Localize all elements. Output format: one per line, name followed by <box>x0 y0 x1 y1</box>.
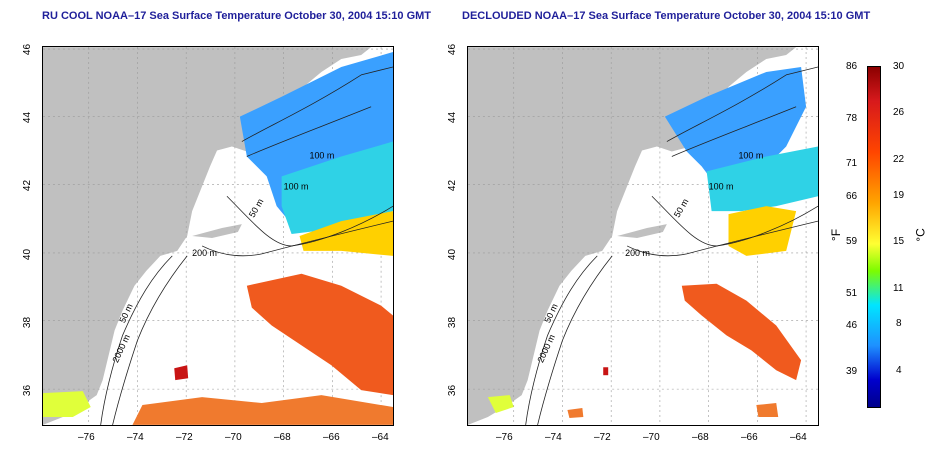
colorbar-c-tick: 22 <box>893 154 905 165</box>
colorbar-f-tick: 51 <box>846 288 858 299</box>
colorbar-f-tick: 86 <box>846 61 858 72</box>
right-sst-map: 100 m 100 m 50 m 200 m 50 m 2000 m <box>467 46 819 426</box>
colorbar-c-tick: 15 <box>893 236 905 247</box>
colorbar-celsius-label: °C <box>913 228 928 242</box>
colorbar-c-tick: 19 <box>893 190 905 201</box>
colorbar-fahrenheit-label: °F <box>829 228 844 242</box>
left-sst-map: 100 m 100 m 50 m 200 m 50 m 2000 m <box>42 46 394 426</box>
sst-gulf-stream <box>681 283 802 381</box>
x-tick: –76 <box>78 432 95 443</box>
y-tick: 44 <box>447 111 459 124</box>
sst-warm-patch <box>174 365 189 381</box>
contour-label: 100 m <box>709 181 734 191</box>
colorbar-f-tick: 66 <box>846 191 858 202</box>
y-tick: 46 <box>22 43 34 56</box>
y-tick: 40 <box>22 248 34 261</box>
colorbar-f-tick: 59 <box>846 236 858 247</box>
contour-label: 50 m <box>247 197 266 219</box>
contour-label: 2000 m <box>535 333 557 364</box>
sst-warm-slope <box>299 211 393 256</box>
x-tick: –66 <box>323 432 340 443</box>
bathymetry-contours <box>525 66 818 425</box>
contour-label: 100 m <box>738 150 763 160</box>
sst-yellow-coastal <box>487 395 514 413</box>
x-tick: –74 <box>545 432 562 443</box>
colorbar-c-tick: 30 <box>893 61 905 72</box>
contour-label: 100 m <box>309 150 334 160</box>
x-tick: –72 <box>594 432 611 443</box>
contour-label: 200 m <box>625 248 650 258</box>
x-tick: –74 <box>127 432 144 443</box>
colorbar-c-tick: 11 <box>893 283 904 294</box>
x-tick: –72 <box>176 432 193 443</box>
land-mass <box>468 47 797 425</box>
y-tick: 42 <box>22 179 34 192</box>
contour-label: 50 m <box>672 197 691 219</box>
left-map-svg: 100 m 100 m 50 m 200 m 50 m 2000 m <box>43 47 393 425</box>
x-tick: –70 <box>643 432 660 443</box>
y-tick: 44 <box>22 111 34 124</box>
x-tick: –68 <box>274 432 291 443</box>
right-map-title: DECLOUDED NOAA–17 Sea Surface Temperatur… <box>462 10 871 22</box>
sst-cool-shelf <box>281 141 393 235</box>
y-tick: 38 <box>447 316 459 329</box>
y-tick: 46 <box>447 43 459 56</box>
island <box>617 224 667 238</box>
left-map-title: RU COOL NOAA–17 Sea Surface Temperature … <box>42 10 432 22</box>
x-tick: –64 <box>790 432 807 443</box>
y-tick: 40 <box>447 248 459 261</box>
colorbar-c-tick: 4 <box>896 365 902 376</box>
colorbar-c-tick: 8 <box>896 318 902 329</box>
x-tick: –64 <box>372 432 389 443</box>
x-tick: –70 <box>225 432 242 443</box>
contour-label: 100 m <box>284 181 309 191</box>
sst-cool-shelf <box>706 146 818 212</box>
y-tick: 38 <box>22 316 34 329</box>
right-map-svg: 100 m 100 m 50 m 200 m 50 m 2000 m <box>468 47 818 425</box>
sst-gulf-stream <box>246 273 393 396</box>
sst-warm-patch <box>603 367 609 376</box>
contour-label: 2000 m <box>110 333 132 364</box>
sst-yellow-coastal <box>43 391 91 417</box>
y-tick: 36 <box>22 384 34 397</box>
colorbar-f-tick: 46 <box>846 320 858 331</box>
x-tick: –66 <box>741 432 758 443</box>
colorbar-f-tick: 71 <box>846 158 858 169</box>
y-tick: 36 <box>447 384 459 397</box>
bathymetry-contours <box>100 66 393 425</box>
grid-lines <box>468 47 818 425</box>
sst-gulf-stream-south <box>132 395 393 425</box>
colorbar-f-tick: 78 <box>846 113 858 124</box>
sst-warm-slope <box>728 206 797 256</box>
land-mass <box>43 47 372 425</box>
x-tick: –68 <box>692 432 709 443</box>
colorbar-f-tick: 39 <box>846 366 858 377</box>
island <box>192 224 242 238</box>
sst-south-patches <box>567 403 779 418</box>
y-tick: 42 <box>447 179 459 192</box>
temperature-colorbar <box>867 66 881 408</box>
colorbar-c-tick: 26 <box>893 107 905 118</box>
x-tick: –76 <box>496 432 513 443</box>
contour-label: 200 m <box>192 248 217 258</box>
